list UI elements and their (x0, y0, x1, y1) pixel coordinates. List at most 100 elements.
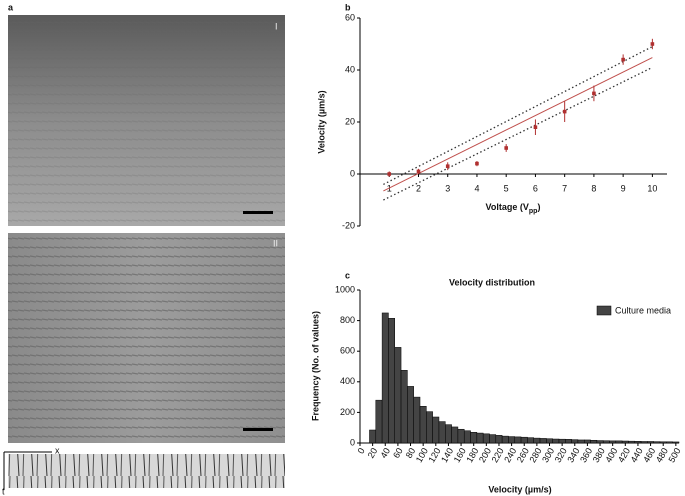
x-tick-label: 8 (591, 183, 596, 193)
x-tick-label: 180 (464, 446, 480, 464)
x-tick-label: 20 (366, 446, 380, 460)
bar (583, 439, 591, 444)
x-tick-label: 480 (654, 446, 670, 464)
x-tick-label: 240 (502, 446, 518, 464)
x-tick-label: 380 (591, 446, 607, 464)
image-texture (8, 15, 285, 226)
bar (640, 441, 648, 444)
bar (445, 424, 452, 444)
x-tick-label: 3 (445, 183, 450, 193)
bar (628, 440, 636, 444)
point (562, 109, 567, 114)
image-label: II (273, 238, 278, 248)
legend-label: Culture media (615, 305, 671, 315)
bar (508, 436, 516, 444)
bar (489, 434, 497, 444)
bar (514, 436, 522, 444)
x-tick-label: 440 (629, 446, 645, 464)
x-axis-label: Velocity (µm/s) (488, 484, 551, 494)
point (445, 164, 450, 168)
chart-title: Velocity distribution (449, 277, 535, 287)
x-axis-label: Voltage (Vpp) (486, 202, 541, 214)
axis-label: t (2, 486, 5, 496)
bar (552, 438, 560, 444)
bar (672, 441, 680, 444)
x-tick-label: 9 (621, 183, 626, 193)
bar (539, 438, 547, 444)
x-tick-label: 60 (391, 446, 405, 460)
x-tick-label: 100 (414, 446, 430, 464)
x-tick-label: 500 (666, 446, 682, 464)
bar (615, 440, 623, 444)
x-tick-label: 200 (477, 446, 493, 464)
bar (634, 441, 642, 444)
point (416, 169, 421, 174)
bar (565, 439, 572, 444)
x-tick-label: 7 (562, 183, 567, 193)
bar (400, 370, 408, 444)
x-tick-label: 320 (553, 446, 569, 464)
image-texture (8, 233, 285, 443)
x-tick-label: 140 (439, 446, 455, 464)
x-axis-label-part: Voltage (V (486, 202, 529, 212)
x-tick-label: 420 (616, 446, 632, 464)
x-tick-label: 0 (356, 446, 367, 455)
panel-label: c (345, 270, 350, 280)
bar (413, 396, 421, 444)
point (650, 42, 655, 46)
bar (602, 440, 610, 444)
y-tick-label: 600 (340, 346, 355, 356)
scale-bar (243, 211, 273, 214)
bar (495, 435, 503, 444)
x-tick-label: 340 (565, 446, 581, 464)
bar (577, 439, 585, 444)
x-tick-label: 300 (540, 446, 556, 464)
bar (621, 440, 629, 444)
bar (375, 399, 383, 444)
point (504, 146, 508, 150)
axis-label: x (55, 445, 60, 455)
y-tick-label: 400 (340, 376, 355, 386)
image-label: I (275, 21, 278, 31)
bar (571, 439, 579, 444)
fit-line (383, 46, 653, 185)
legend-swatch (596, 305, 612, 316)
bar (451, 426, 459, 444)
panel-label: a (8, 2, 14, 12)
x-tick-label: 5 (504, 183, 509, 193)
bar (520, 436, 528, 444)
x-axis-label-part: pp (529, 208, 538, 215)
y-tick-label: -20 (342, 220, 355, 230)
bar (590, 439, 598, 444)
x-tick-label: 2 (416, 183, 421, 193)
bar (501, 435, 509, 444)
bar (527, 437, 534, 444)
bar (653, 441, 661, 444)
point (387, 172, 392, 176)
bar (388, 318, 395, 444)
point (475, 161, 479, 166)
bar (546, 438, 553, 444)
bar (369, 429, 377, 444)
y-tick-label: 20 (345, 116, 355, 126)
x-tick-label: 80 (404, 446, 418, 460)
kymograph (8, 454, 285, 488)
x-tick-label: 6 (533, 183, 538, 193)
fit-line (383, 57, 653, 192)
y-tick-label: 1000 (335, 284, 355, 294)
panel-label: b (345, 2, 351, 12)
bar (558, 438, 566, 444)
x-tick-label: 40 (378, 446, 392, 460)
x-tick-label: 400 (603, 446, 619, 464)
y-tick-label: 0 (350, 168, 355, 178)
bar (533, 437, 541, 444)
x-tick-label: 4 (474, 183, 479, 193)
x-tick-label: 260 (515, 446, 531, 464)
y-tick-label: 0 (350, 437, 355, 447)
x-tick-label: 160 (452, 446, 468, 464)
x-tick-label: 280 (527, 446, 543, 464)
y-tick-label: 200 (340, 407, 355, 417)
y-tick-label: 40 (345, 64, 355, 74)
x-tick-label: 220 (490, 446, 506, 464)
